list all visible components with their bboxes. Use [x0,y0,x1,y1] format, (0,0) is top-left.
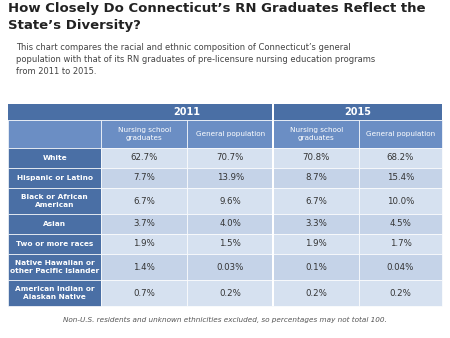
Bar [8,168,101,188]
Text: 1.7%: 1.7% [390,240,411,248]
Text: 4.0%: 4.0% [219,219,241,228]
Text: 13.9%: 13.9% [216,173,244,183]
Bar [101,254,187,280]
Text: Asian: Asian [43,221,66,227]
Bar [273,234,359,254]
Text: 10.0%: 10.0% [387,196,414,206]
Text: Nursing school
graduates: Nursing school graduates [289,127,343,141]
Bar [8,280,101,306]
Bar [101,188,187,214]
Bar [359,168,442,188]
Bar [8,104,442,120]
Text: 1.9%: 1.9% [305,240,327,248]
Text: 6.7%: 6.7% [133,196,155,206]
Text: 1.4%: 1.4% [133,263,155,271]
Bar [8,188,101,214]
Bar [8,234,101,254]
Bar [272,104,274,306]
Text: 2011: 2011 [174,107,201,117]
Text: Nursing school
graduates: Nursing school graduates [117,127,171,141]
Bar [273,254,359,280]
Bar [273,168,359,188]
Bar [187,234,273,254]
Bar [359,214,442,234]
Text: 70.7%: 70.7% [216,153,244,163]
Text: 62.7%: 62.7% [130,153,158,163]
Text: General population: General population [196,131,265,137]
Bar [101,120,187,148]
Bar [187,188,273,214]
Text: 0.1%: 0.1% [305,263,327,271]
Text: Black or African
American: Black or African American [21,194,88,208]
Text: General population: General population [366,131,435,137]
Text: 3.7%: 3.7% [133,219,155,228]
Bar [359,148,442,168]
Text: 0.2%: 0.2% [305,289,327,297]
Bar [187,120,273,148]
Text: 8.7%: 8.7% [305,173,327,183]
Bar [273,120,359,148]
Text: White: White [42,155,67,161]
Text: 9.6%: 9.6% [219,196,241,206]
Text: This chart compares the racial and ethnic composition of Connecticut’s general
p: This chart compares the racial and ethni… [16,43,375,76]
Text: 0.03%: 0.03% [216,263,244,271]
Bar [273,280,359,306]
Text: 3.3%: 3.3% [305,219,327,228]
Bar [101,168,187,188]
Bar [359,254,442,280]
Bar [187,214,273,234]
Bar [8,148,101,168]
Bar [187,148,273,168]
Text: 15.4%: 15.4% [387,173,414,183]
Text: 1.5%: 1.5% [219,240,241,248]
Bar [101,148,187,168]
Text: 4.5%: 4.5% [390,219,411,228]
Bar [273,214,359,234]
Bar [273,148,359,168]
Text: Two or more races: Two or more races [16,241,93,247]
Bar [8,104,442,306]
Bar [101,214,187,234]
Bar [101,234,187,254]
Bar [359,280,442,306]
Text: Hispanic or Latino: Hispanic or Latino [17,175,93,181]
Text: Native Hawaiian or
other Pacific Islander: Native Hawaiian or other Pacific Islande… [10,260,99,274]
Text: 7.7%: 7.7% [133,173,155,183]
Text: 2015: 2015 [344,107,371,117]
Text: American Indian or
Alaskan Native: American Indian or Alaskan Native [15,286,94,300]
Text: 68.2%: 68.2% [387,153,414,163]
Bar [187,168,273,188]
Bar [359,234,442,254]
Bar [8,214,101,234]
Text: 0.2%: 0.2% [390,289,411,297]
Text: 0.04%: 0.04% [387,263,414,271]
Text: 0.2%: 0.2% [219,289,241,297]
Text: 1.9%: 1.9% [133,240,155,248]
Text: How Closely Do Connecticut’s RN Graduates Reflect the
State’s Diversity?: How Closely Do Connecticut’s RN Graduate… [8,2,426,31]
Bar [8,254,101,280]
Bar [187,254,273,280]
Bar [359,120,442,148]
Bar [187,280,273,306]
Text: 70.8%: 70.8% [302,153,330,163]
Bar [101,280,187,306]
Bar [8,120,101,148]
Bar [359,188,442,214]
Text: Non-U.S. residents and unknown ethnicities excluded, so percentages may not tota: Non-U.S. residents and unknown ethniciti… [63,317,387,323]
Text: 0.7%: 0.7% [133,289,155,297]
Text: 6.7%: 6.7% [305,196,327,206]
Bar [273,188,359,214]
